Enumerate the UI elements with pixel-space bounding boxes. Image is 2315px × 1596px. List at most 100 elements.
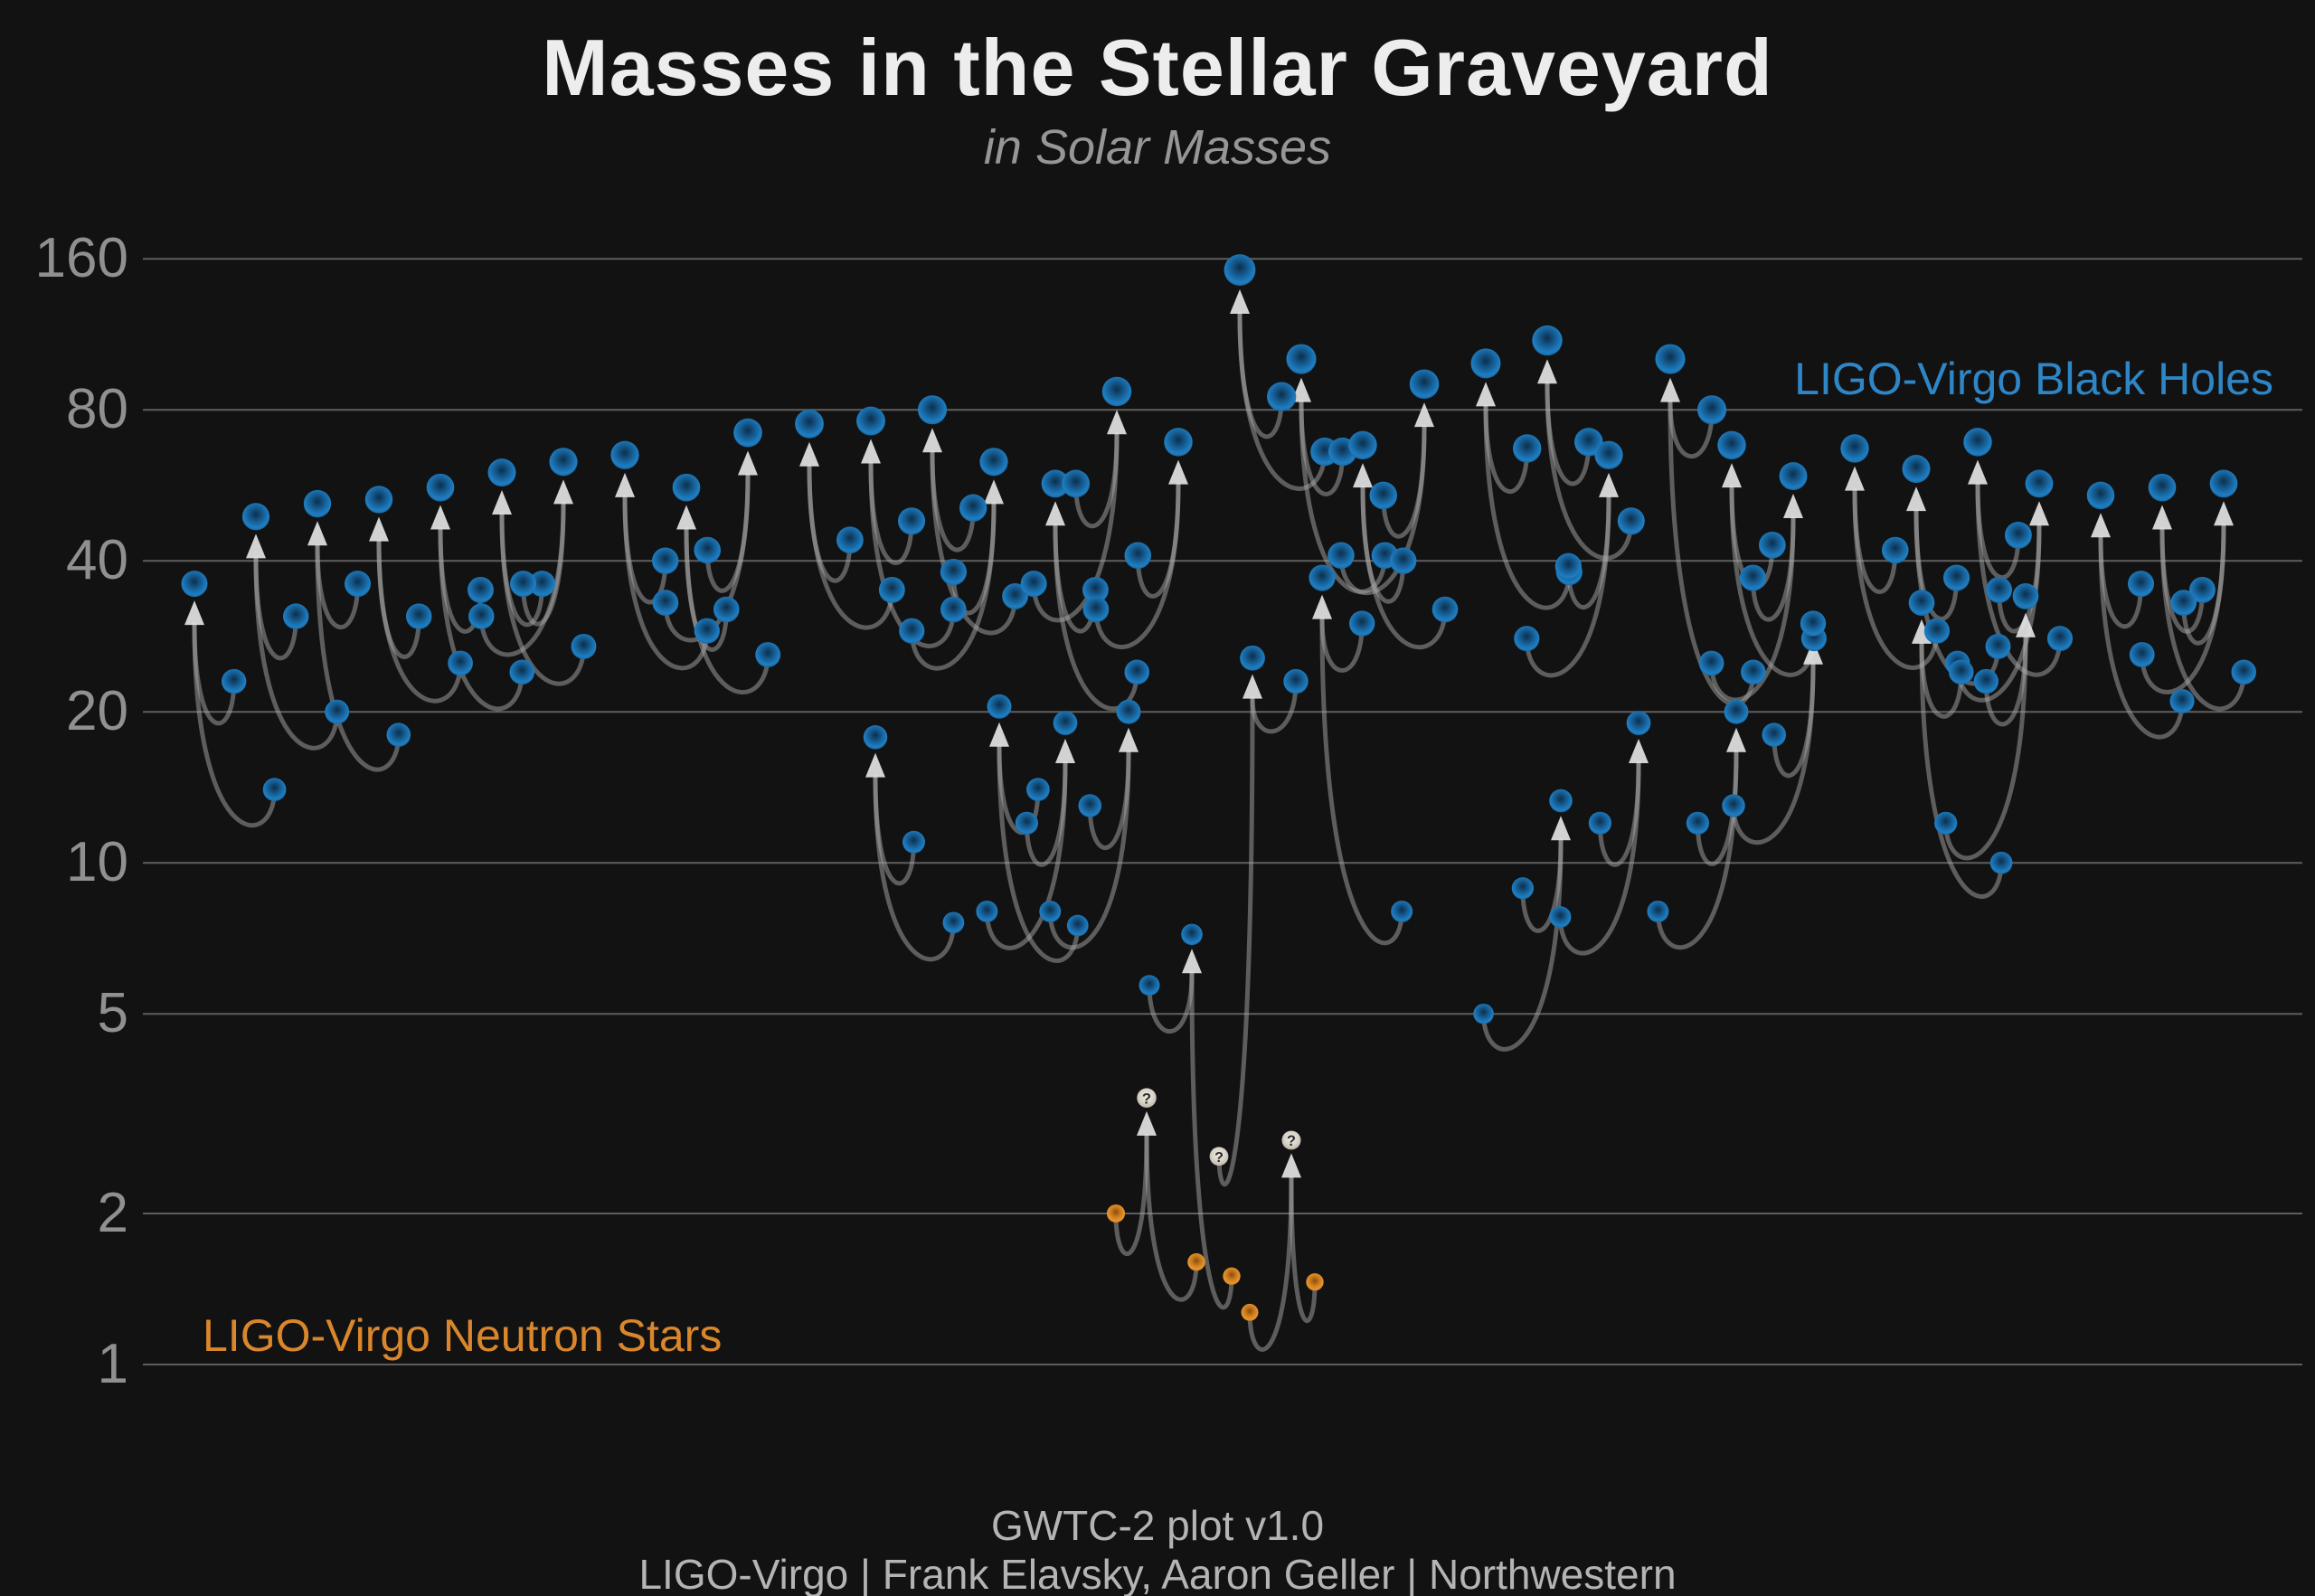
merger-curve: [704, 472, 751, 593]
black-hole-dot: [1026, 778, 1050, 802]
black-hole-dot: [1369, 481, 1397, 510]
black-hole-dot: [1349, 610, 1375, 637]
merger-curve: [807, 464, 853, 583]
merger-curve: [1289, 1175, 1318, 1323]
merger-curve: [499, 512, 586, 686]
merger-arrow-icon: [1107, 410, 1127, 435]
merger-curve: [1247, 1175, 1294, 1352]
merger-arrow-icon: [1803, 639, 1823, 665]
neutron-star-dot: [1106, 1204, 1126, 1223]
merger-curve: [1135, 482, 1181, 599]
merger-arrow-icon: [430, 505, 450, 530]
black-hole-dot: [652, 547, 679, 574]
question-mark-label: ?: [1287, 1133, 1296, 1149]
black-hole-dot: [1697, 395, 1727, 425]
merger-curve: [2140, 523, 2226, 694]
merger-arrow-icon: [1845, 466, 1865, 491]
merger-curve: [807, 464, 894, 630]
y-tick-label: 10: [66, 831, 128, 894]
black-hole-dot: [406, 603, 432, 629]
merger-arrow-icon: [1476, 382, 1496, 407]
black-hole-dot: [2129, 642, 2155, 667]
black-hole-dot: [1908, 590, 1935, 616]
black-hole-dot: [1741, 659, 1766, 685]
merger-curve: [1483, 403, 1572, 610]
black-hole-dot: [345, 571, 372, 598]
merger-arrow-icon: [2152, 505, 2172, 530]
black-hole-dot: [942, 911, 965, 934]
black-hole-dot: [364, 486, 393, 514]
black-hole-dot: [262, 778, 287, 802]
black-hole-dot: [468, 576, 494, 603]
merger-arrow-icon: [492, 490, 512, 515]
legend-neutron-stars: LIGO-Virgo Neutron Stars: [203, 1310, 723, 1361]
merger-curve: [909, 501, 997, 671]
black-hole-dot: [1549, 906, 1572, 929]
black-hole-dot: [2012, 582, 2039, 609]
black-hole-dot: [1328, 542, 1355, 570]
merger-curve: [2098, 534, 2185, 740]
merger-arrow-icon: [676, 505, 696, 530]
question-mark-label: ?: [1142, 1091, 1151, 1108]
merger-curve: [2159, 527, 2246, 712]
black-hole-dot: [940, 596, 967, 623]
black-hole-dot: [1724, 699, 1749, 724]
merger-arrow-icon: [1137, 1110, 1157, 1136]
black-hole-dot: [1082, 576, 1109, 603]
black-hole-dot: [529, 571, 556, 598]
black-hole-dot: [1240, 645, 1265, 671]
black-hole-dot: [1588, 811, 1611, 835]
black-hole-dot: [2189, 576, 2216, 603]
black-hole-dot: [571, 633, 597, 659]
caption-version: GWTC-2 plot v1.0: [990, 1502, 1325, 1549]
merger-arrow-icon: [1182, 949, 1202, 974]
merger-curve: [376, 539, 421, 659]
black-hole-dot: [325, 699, 350, 724]
merger-curve: [1481, 837, 1564, 1052]
merger-arrow-icon: [1230, 289, 1250, 315]
black-hole-dot: [1164, 428, 1193, 457]
merger-arrow-icon: [984, 479, 1004, 505]
black-hole-dot: [426, 473, 455, 502]
black-hole-dot: [283, 603, 309, 629]
black-hole-dot: [1985, 633, 2011, 659]
black-hole-dot: [1066, 914, 1089, 937]
black-hole-dot: [1698, 650, 1724, 676]
black-hole-dot: [1409, 369, 1440, 400]
chart-title: Masses in the Stellar Graveyard: [542, 23, 1773, 112]
black-hole-dot: [1739, 564, 1767, 591]
merger-curve: [520, 501, 566, 627]
black-hole-dot: [1762, 722, 1786, 747]
y-tick-label: 1: [97, 1333, 128, 1395]
merger-curve: [1319, 617, 1404, 946]
merger-arrow-icon: [1291, 377, 1311, 402]
merger-curve: [1237, 311, 1284, 439]
unknown-object-dot: [1281, 1130, 1301, 1150]
merger-curve: [684, 527, 770, 694]
neutron-star-dot: [1241, 1303, 1259, 1321]
merger-curve: [1216, 696, 1255, 1187]
merger-curve: [1557, 760, 1641, 956]
merger-curve: [376, 539, 463, 704]
black-hole-dot: [2148, 473, 2177, 502]
black-hole-dot: [733, 418, 762, 448]
black-hole-dot: [1283, 668, 1309, 694]
black-hole-dot: [1594, 440, 1623, 469]
black-hole-dot: [1722, 794, 1745, 817]
merger-curve: [1709, 515, 1796, 703]
merger-arrow-icon: [184, 600, 204, 626]
merger-arrow-icon: [1168, 459, 1188, 485]
black-hole-dot: [1139, 975, 1160, 996]
black-hole-dot: [987, 694, 1012, 719]
merger-curve: [478, 501, 566, 657]
black-hole-dot: [959, 494, 987, 522]
merger-arrow-icon: [1722, 463, 1742, 488]
merger-arrow-icon: [922, 428, 942, 453]
y-tick-label: 40: [66, 529, 128, 592]
black-hole-dot: [1717, 430, 1746, 460]
merger-arrow-icon: [1055, 738, 1075, 763]
black-hole-dot: [509, 571, 537, 598]
black-hole-dot: [1309, 564, 1336, 591]
merger-arrow-icon: [2214, 501, 2234, 526]
black-hole-dot: [549, 448, 578, 477]
